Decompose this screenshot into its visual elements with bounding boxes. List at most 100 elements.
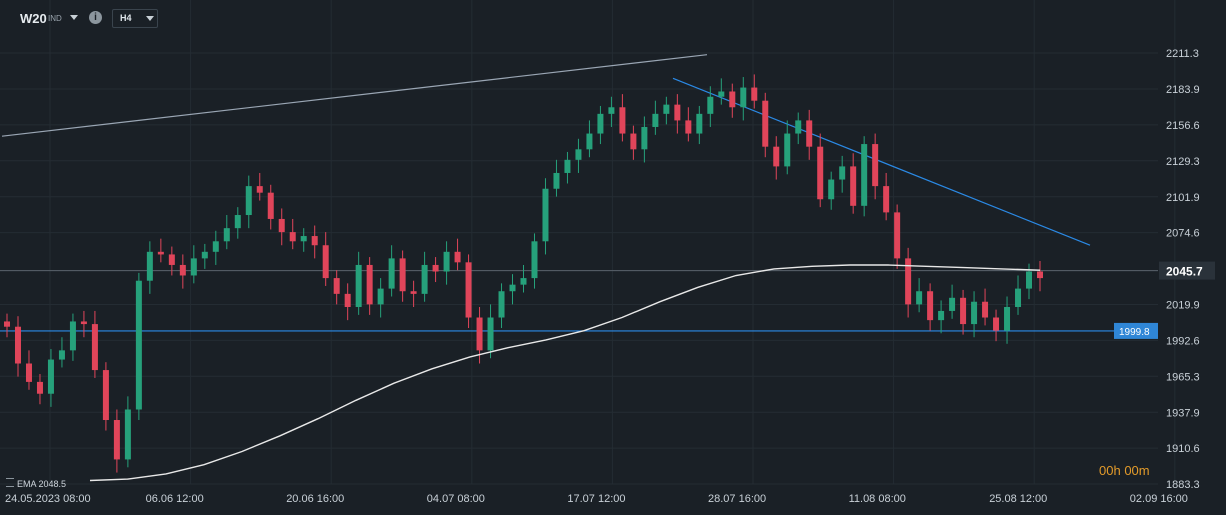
- trendline-falling: [672, 77, 1091, 246]
- candle-down: [476, 317, 483, 351]
- candle-up: [949, 297, 956, 311]
- candle-up: [146, 251, 153, 281]
- candle-down: [179, 264, 186, 276]
- candle-up: [586, 133, 593, 150]
- candle-up: [1026, 271, 1033, 289]
- candle-up: [135, 280, 142, 410]
- candle-up: [201, 251, 208, 259]
- candle-up: [839, 166, 846, 180]
- candle-up: [828, 179, 835, 200]
- candle-down: [256, 186, 263, 193]
- chart-toolbar: W20 IND i H4: [0, 0, 300, 34]
- candle-up: [58, 350, 65, 360]
- candle-up: [1004, 307, 1011, 331]
- exchange-label: IND: [48, 14, 62, 23]
- candle-up: [212, 241, 219, 252]
- price-tick-label: 2183.9: [1166, 84, 1200, 96]
- candle-down: [883, 186, 890, 213]
- current-price-label: 2045.7: [1166, 265, 1203, 279]
- candle-up: [69, 321, 76, 351]
- horizontal-level: [0, 270, 1158, 332]
- candle-down: [168, 254, 175, 265]
- candle-down: [762, 100, 769, 147]
- candle-down: [630, 133, 637, 150]
- candle-down: [278, 218, 285, 233]
- candle-up: [388, 258, 395, 289]
- candle-down: [454, 251, 461, 263]
- candle-down: [619, 107, 626, 134]
- candle-up: [553, 172, 560, 189]
- time-tick-label: 28.07 16:00: [708, 493, 766, 505]
- candle-down: [113, 420, 120, 460]
- candle-down: [960, 297, 967, 325]
- time-axis: 24.05.2023 08:00 06.06 12:00 20.06 16:00 04…: [5, 493, 1188, 505]
- candle-down: [4, 321, 10, 327]
- price-tick-label: 2129.3: [1166, 156, 1200, 168]
- candle-up: [124, 409, 131, 460]
- candle-down: [674, 104, 681, 121]
- candle-down: [729, 91, 736, 108]
- chart-grid: [0, 0, 1176, 485]
- candle-down: [311, 236, 318, 246]
- candle-down: [14, 326, 21, 364]
- candle-up: [234, 215, 241, 229]
- candle-up: [498, 291, 505, 318]
- time-tick-label: 17.07 12:00: [567, 493, 625, 505]
- candle-down: [333, 278, 340, 294]
- candle-up: [47, 359, 54, 394]
- candle-down: [432, 264, 439, 272]
- timeframe-dropdown-icon[interactable]: [146, 16, 154, 21]
- time-tick-label: 11.08 08:00: [849, 493, 906, 505]
- candle-up: [916, 291, 923, 305]
- candle-down: [927, 291, 934, 321]
- candle-down: [1037, 271, 1043, 279]
- price-tick-label: 1883.3: [1166, 479, 1200, 491]
- candle-up: [696, 113, 703, 134]
- indicator-icon[interactable]: [6, 478, 14, 487]
- candle-down: [817, 146, 824, 200]
- candle-down: [25, 363, 32, 382]
- timeframe-selector[interactable]: H4: [112, 9, 158, 28]
- candle-down: [982, 301, 989, 318]
- candle-down: [344, 293, 351, 308]
- candle-down: [773, 146, 780, 167]
- candle-up: [223, 228, 230, 242]
- countdown-h-unit: h: [1113, 463, 1121, 478]
- price-axis: 2211.3 2183.9 2156.6 2129.3 2101.9 2074.6 2019…: [1114, 48, 1215, 491]
- candle-up: [300, 236, 307, 242]
- price-tick-label: 1910.6: [1166, 443, 1200, 455]
- candle-down: [410, 291, 417, 294]
- candle-up: [597, 113, 604, 134]
- candle-down: [36, 381, 43, 394]
- candle-up: [795, 120, 802, 134]
- candles: [4, 74, 1043, 473]
- info-icon[interactable]: i: [89, 11, 102, 24]
- candle-up: [542, 188, 549, 242]
- candle-up: [971, 301, 978, 325]
- candle-up: [740, 87, 747, 108]
- symbol-dropdown-icon[interactable]: [70, 15, 78, 20]
- candle-up: [718, 91, 725, 97]
- candle-down: [102, 370, 109, 421]
- candle-down: [993, 317, 1000, 331]
- candle-up: [487, 317, 494, 351]
- price-tick-label: 1992.6: [1166, 335, 1200, 347]
- timeframe-label: H4: [120, 13, 132, 23]
- candle-down: [751, 87, 758, 101]
- symbol-selector[interactable]: W20: [20, 11, 47, 26]
- candle-down: [465, 262, 472, 318]
- price-tick-label: 1965.3: [1166, 371, 1200, 383]
- candle-down: [399, 258, 406, 292]
- candle-up: [245, 186, 252, 216]
- candle-up: [663, 104, 670, 114]
- candle-up: [421, 264, 428, 294]
- candle-up: [564, 159, 571, 173]
- candle-down: [905, 258, 912, 305]
- candle-up: [652, 113, 659, 127]
- price-tick-label: 2156.6: [1166, 120, 1200, 132]
- time-tick-label: 20.06 16:00: [286, 493, 344, 505]
- time-tick-label: 24.05.2023 08:00: [5, 493, 91, 505]
- ema-legend[interactable]: EMA 2048.5: [17, 479, 67, 489]
- candle-down: [91, 324, 98, 371]
